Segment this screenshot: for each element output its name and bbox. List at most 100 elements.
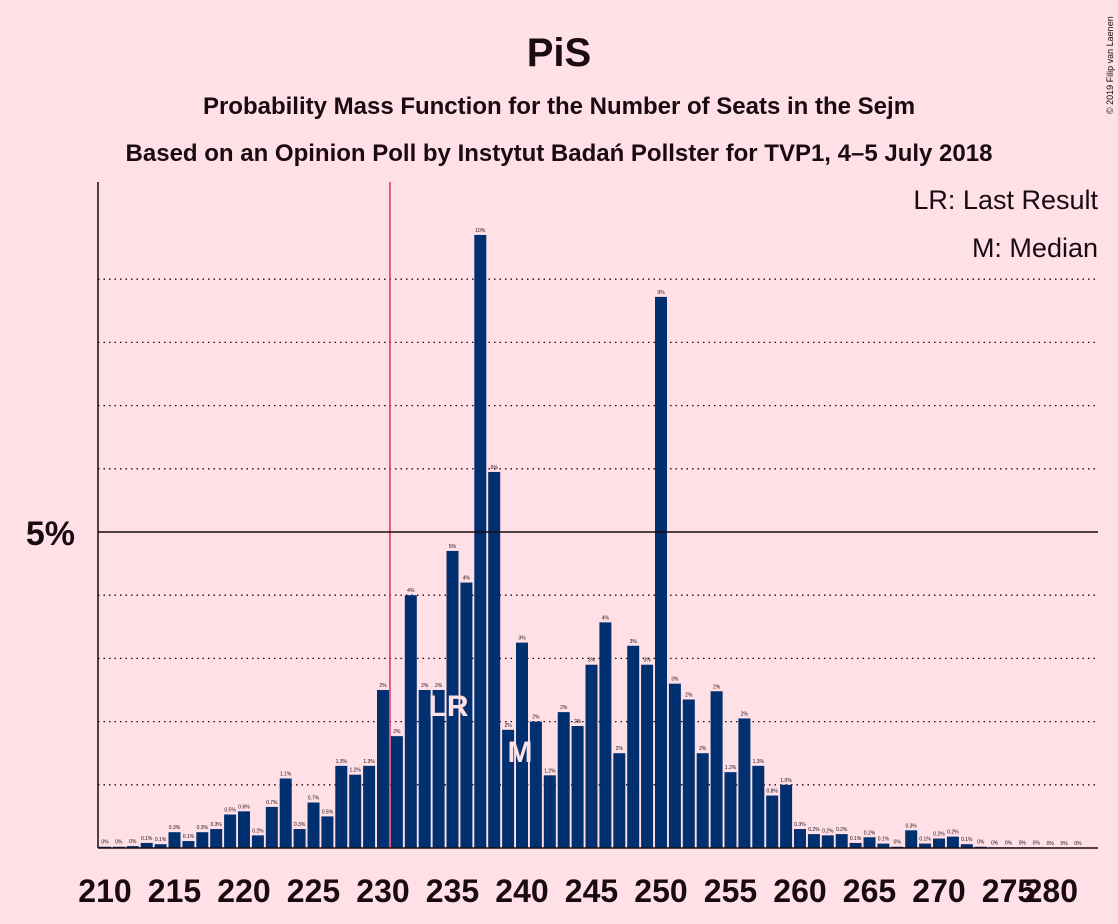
data-label-277: 0% bbox=[1033, 840, 1041, 846]
data-label-226: 0.5% bbox=[322, 809, 334, 815]
data-label-257: 1.3% bbox=[753, 759, 765, 765]
data-label-234: 2% bbox=[435, 683, 443, 689]
x-tick-275: 275 bbox=[982, 873, 1035, 909]
data-label-242: 1.2% bbox=[544, 768, 556, 774]
bar-212 bbox=[126, 846, 139, 848]
data-label-228: 1.2% bbox=[349, 768, 361, 774]
bar-243 bbox=[557, 712, 570, 848]
data-label-280: 0% bbox=[1074, 841, 1082, 847]
legend-median: M: Median bbox=[972, 233, 1098, 263]
data-label-243: 2% bbox=[560, 705, 568, 711]
data-label-260: 0.3% bbox=[794, 822, 806, 828]
bar-268 bbox=[905, 830, 918, 848]
data-label-213: 0.1% bbox=[141, 836, 153, 842]
data-label-229: 1.3% bbox=[363, 759, 375, 765]
data-label-247: 2% bbox=[616, 746, 624, 752]
bar-272 bbox=[960, 844, 973, 848]
data-label-250: 9% bbox=[657, 290, 665, 296]
bar-257 bbox=[752, 765, 765, 848]
bar-219 bbox=[224, 814, 237, 848]
x-tick-265: 265 bbox=[843, 873, 896, 909]
bar-242 bbox=[543, 775, 556, 848]
data-label-210: 0% bbox=[101, 840, 109, 846]
x-tick-230: 230 bbox=[356, 873, 409, 909]
bar-255 bbox=[724, 772, 737, 848]
bar-239 bbox=[502, 729, 515, 848]
bar-246 bbox=[599, 622, 612, 848]
data-label-271: 0.2% bbox=[947, 830, 959, 836]
data-label-253: 2% bbox=[699, 746, 707, 752]
bar-222 bbox=[265, 806, 278, 848]
data-label-237: 10% bbox=[475, 228, 486, 234]
data-label-217: 0.3% bbox=[197, 825, 209, 831]
bar-247 bbox=[613, 753, 626, 848]
bar-271 bbox=[946, 836, 959, 848]
bar-232 bbox=[404, 595, 417, 848]
bar-220 bbox=[238, 811, 250, 848]
bar-215 bbox=[168, 832, 181, 848]
x-tick-210: 210 bbox=[78, 873, 131, 909]
data-label-224: 0.3% bbox=[294, 822, 306, 828]
data-label-241: 2% bbox=[532, 715, 540, 721]
data-label-275: 0% bbox=[1005, 840, 1013, 846]
bar-240 bbox=[516, 642, 528, 848]
x-tick-260: 260 bbox=[773, 873, 826, 909]
bar-249 bbox=[641, 664, 654, 848]
bar-213 bbox=[140, 842, 153, 848]
data-label-249: 3% bbox=[643, 658, 651, 664]
x-tick-225: 225 bbox=[287, 873, 340, 909]
data-label-254: 2% bbox=[713, 684, 721, 690]
bar-251 bbox=[668, 683, 681, 848]
data-label-251: 3% bbox=[671, 677, 679, 683]
bar-245 bbox=[585, 664, 598, 848]
data-label-231: 2% bbox=[393, 729, 401, 735]
bar-241 bbox=[529, 721, 542, 848]
bar-238 bbox=[488, 471, 501, 848]
bar-227 bbox=[335, 765, 348, 848]
bar-250 bbox=[655, 296, 667, 848]
data-label-232: 4% bbox=[407, 588, 415, 594]
bar-248 bbox=[627, 645, 640, 848]
bar-235 bbox=[446, 550, 459, 848]
bar-261 bbox=[807, 834, 820, 848]
bar-236 bbox=[460, 582, 473, 848]
data-label-248: 3% bbox=[630, 639, 638, 645]
x-tick-215: 215 bbox=[148, 873, 201, 909]
data-label-269: 0.1% bbox=[919, 837, 931, 843]
bar-263 bbox=[835, 834, 848, 848]
bar-260 bbox=[794, 829, 806, 848]
data-label-225: 0.7% bbox=[308, 795, 320, 801]
bar-253 bbox=[696, 753, 709, 848]
data-label-259: 1.0% bbox=[780, 778, 792, 784]
x-tick-280: 280 bbox=[1025, 873, 1078, 909]
data-label-216: 0.1% bbox=[183, 834, 195, 840]
data-label-238: 6% bbox=[491, 465, 499, 471]
bar-216 bbox=[182, 841, 195, 848]
data-label-268: 0.3% bbox=[905, 823, 917, 829]
data-labels-group: 0% 0% 0%0.1% 0.1%0.3%0.1%0.3%0.3%0.5%0.6%0.… bbox=[101, 228, 1082, 847]
bar-228 bbox=[349, 774, 362, 848]
bar-230 bbox=[377, 690, 389, 848]
bar-264 bbox=[849, 842, 862, 848]
bar-270 bbox=[933, 838, 945, 848]
bar-233 bbox=[418, 690, 431, 848]
bar-217 bbox=[196, 832, 209, 848]
copyright-text: © 2019 Filip van Laenen bbox=[1105, 16, 1115, 114]
data-label-240: 3% bbox=[518, 636, 526, 642]
data-label-235: 5% bbox=[449, 544, 457, 550]
data-label-272: 0.1% bbox=[961, 837, 973, 843]
data-label-261: 0.2% bbox=[808, 827, 820, 833]
bar-252 bbox=[682, 699, 695, 848]
data-label-212: 0% bbox=[129, 839, 137, 845]
data-label-270: 0.2% bbox=[933, 832, 945, 838]
x-tick-270: 270 bbox=[912, 873, 965, 909]
data-label-233: 2% bbox=[421, 683, 429, 689]
bar-231 bbox=[390, 736, 403, 848]
data-label-245: 3% bbox=[588, 658, 596, 664]
data-label-230: 2% bbox=[379, 683, 387, 689]
bar-259 bbox=[780, 784, 793, 848]
data-label-267: 0% bbox=[894, 840, 902, 846]
bar-265 bbox=[863, 837, 876, 848]
data-label-278: 0% bbox=[1047, 841, 1055, 847]
